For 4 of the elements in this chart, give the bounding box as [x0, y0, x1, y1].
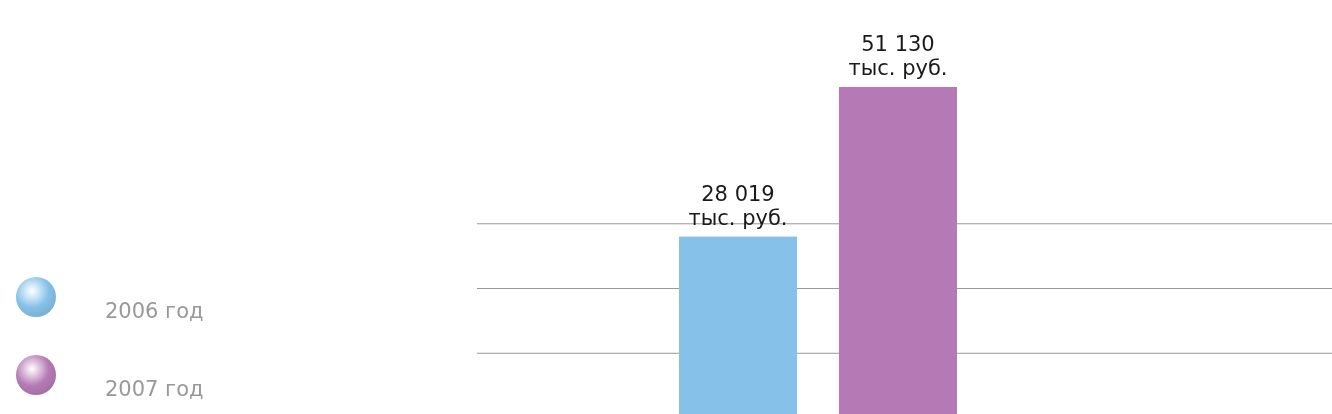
legend-label: 2006 год — [105, 299, 204, 323]
data-label: 28 019 тыс. руб. — [688, 181, 788, 230]
legend-label: 2007 год — [105, 377, 204, 401]
data-label: 51 130 тыс. руб. — [848, 32, 948, 80]
